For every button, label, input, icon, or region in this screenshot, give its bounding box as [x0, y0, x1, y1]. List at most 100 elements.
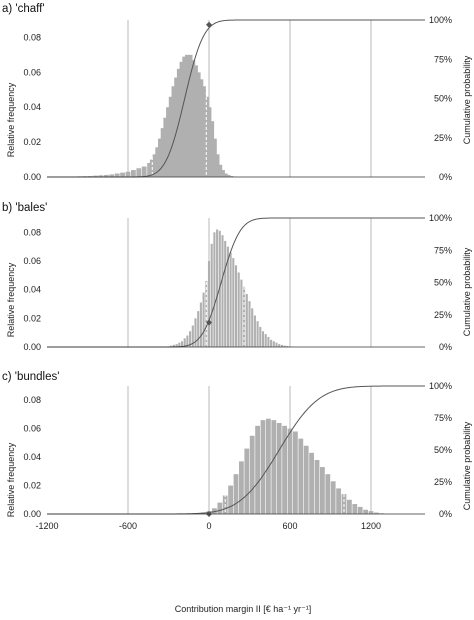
histogram-bar	[171, 86, 177, 177]
histogram-bar	[178, 342, 181, 347]
histogram-bar	[283, 345, 286, 347]
y-tick-label: 0.00	[23, 342, 41, 352]
y-axis-label: Relative frequency	[6, 262, 16, 337]
histogram-bar	[275, 342, 278, 347]
y-tick-label: 0.02	[23, 481, 41, 491]
histogram-bar	[352, 504, 358, 514]
histogram-bar	[320, 467, 325, 514]
histogram-bar	[147, 163, 152, 177]
histogram-bar	[163, 117, 169, 177]
x-axis-label: Contribution margin II [€ ha⁻¹ yr⁻¹]	[175, 604, 312, 614]
histogram-bar	[347, 499, 352, 514]
y-tick-label: 0.08	[23, 395, 41, 405]
histogram-bar	[309, 452, 314, 514]
histogram-bar	[244, 448, 250, 514]
histogram-bar	[186, 335, 189, 347]
histogram-bar	[141, 166, 147, 177]
marker-point	[206, 21, 212, 28]
histogram-bar	[330, 481, 336, 514]
y-ticks-left: 0.00 0.02 0.04 0.06 0.08	[23, 395, 41, 519]
histogram-bar	[166, 107, 171, 177]
histogram-bars	[164, 229, 294, 347]
histogram-bar	[109, 174, 115, 177]
histogram-bar	[248, 301, 251, 347]
y-tick-label: 0.06	[23, 67, 41, 77]
histogram-bar	[187, 54, 193, 178]
histogram-bar	[193, 65, 198, 177]
histogram-bar	[174, 77, 179, 177]
y-tick-label: 0.02	[23, 313, 41, 323]
histogram-bar	[203, 96, 209, 177]
y-ticks-right: 0% 25% 50% 75% 100%	[429, 381, 452, 519]
histogram-bar	[176, 68, 182, 177]
histogram-bar	[267, 336, 270, 347]
histogram-bar	[136, 168, 142, 177]
histogram-bar	[264, 334, 267, 347]
histogram-bar	[357, 506, 363, 514]
y2-tick-label: 25%	[434, 133, 452, 143]
cumulative-curve	[47, 19, 425, 178]
histogram-bar	[303, 445, 309, 514]
y2-tick-label: 75%	[434, 54, 452, 64]
histogram-bar	[120, 172, 125, 177]
histogram-bar	[183, 338, 186, 347]
histogram-bar	[245, 293, 248, 347]
histogram-bar	[253, 315, 256, 347]
histogram-bar	[172, 344, 175, 347]
histogram-bar	[125, 171, 131, 177]
histogram-bar	[286, 345, 289, 347]
histogram-bar	[87, 175, 93, 177]
y-ticks-right: 0% 25% 50% 75% 100%	[429, 15, 452, 182]
histogram-bar	[272, 341, 275, 347]
histogram-bar	[210, 243, 213, 347]
histogram-bar	[363, 509, 368, 514]
histogram-bar	[228, 175, 233, 177]
y-tick-label: 0.04	[23, 285, 41, 295]
y2-tick-label: 50%	[434, 445, 452, 455]
histogram-bar	[266, 418, 271, 514]
histogram-bar	[314, 459, 320, 514]
panel-title: c) 'bundles'	[2, 371, 59, 383]
histogram-bar	[255, 425, 260, 514]
y2-axis-label: Cumulative probability	[462, 421, 472, 510]
histogram-bar	[243, 286, 246, 347]
y-ticks-left: 0.00 0.02 0.04 0.06 0.08	[23, 227, 41, 352]
y-tick-label: 0.04	[23, 102, 41, 112]
y-tick-label: 0.08	[23, 227, 41, 237]
histogram-bar	[180, 341, 184, 347]
histogram-bar	[260, 420, 266, 514]
histogram-bar	[190, 60, 196, 177]
histogram-bar	[240, 279, 243, 347]
y-tick-label: 0.00	[23, 172, 41, 182]
histogram-bar	[249, 435, 255, 514]
histogram-bar	[194, 318, 197, 347]
histogram-bar	[261, 331, 265, 347]
y-tick-label: 0.00	[23, 509, 41, 519]
histogram-bar	[199, 302, 202, 347]
histogram-bar	[256, 321, 259, 347]
y2-tick-label: 75%	[434, 413, 452, 423]
histogram-bar	[221, 235, 224, 347]
histogram-bar	[191, 325, 194, 347]
histogram-bar	[271, 420, 277, 514]
histogram-bar	[195, 72, 201, 177]
y2-tick-label: 25%	[434, 477, 452, 487]
y2-tick-label: 100%	[429, 213, 452, 223]
histogram-bar	[93, 175, 98, 177]
histogram-bar	[160, 128, 166, 177]
marker-point	[206, 319, 212, 326]
x-tick-label: -1200	[35, 521, 58, 531]
y2-axis-label: Cumulative probability	[462, 247, 472, 336]
histogram-bar	[224, 240, 227, 347]
panel-bundles: c) 'bundles' Relative frequency Cumulati…	[2, 371, 472, 614]
histogram-bar	[233, 474, 239, 514]
histogram-bar	[98, 175, 104, 177]
histogram-bar	[259, 326, 262, 347]
y-tick-label: 0.02	[23, 137, 41, 147]
histogram-bar	[207, 261, 211, 347]
x-tick-label: 0	[206, 521, 211, 531]
histogram-bar	[287, 428, 293, 514]
histogram-bar	[182, 56, 188, 178]
histogram-bar	[374, 512, 379, 514]
histogram-bar	[179, 61, 185, 177]
